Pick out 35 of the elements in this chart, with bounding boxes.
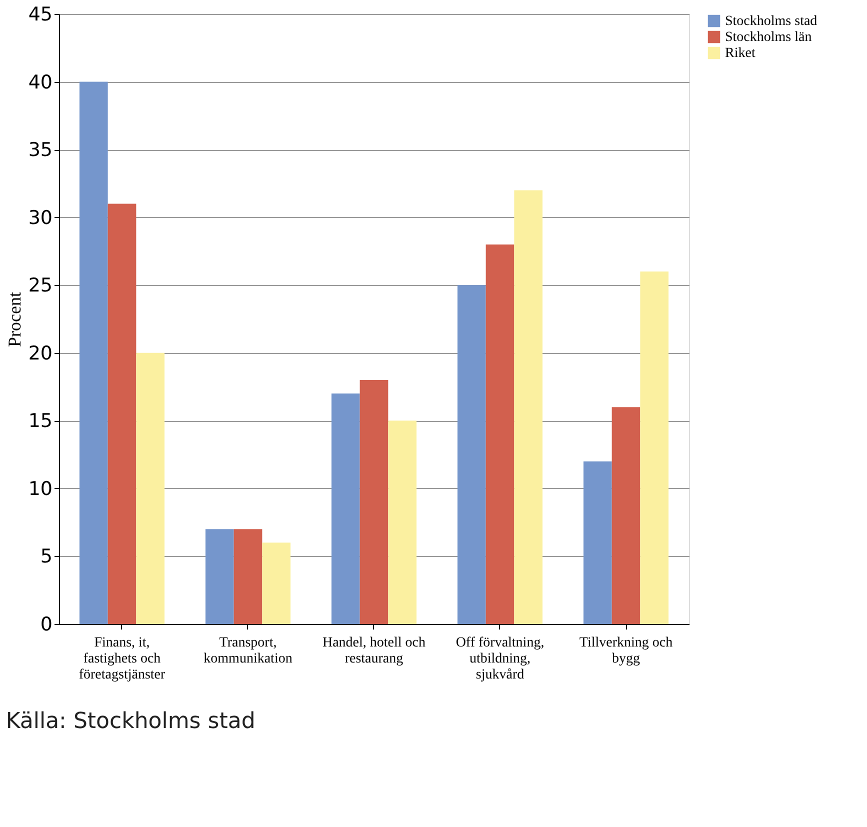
legend-label: Stockholms län bbox=[725, 30, 812, 45]
x-tick-label: Handel, hotell och restaurang bbox=[322, 636, 426, 666]
y-tick-label: 30 bbox=[28, 206, 52, 229]
y-tick-label: 5 bbox=[40, 546, 52, 568]
legend-label: Stockholms stad bbox=[725, 14, 818, 29]
bar bbox=[360, 380, 388, 624]
bar bbox=[486, 244, 514, 624]
y-tick-label: 0 bbox=[40, 614, 52, 636]
x-tick-label: Transport, kommunikation bbox=[204, 636, 292, 666]
bar bbox=[331, 394, 360, 624]
bar bbox=[583, 461, 612, 624]
y-tick-label: 10 bbox=[28, 478, 52, 500]
text: Källa: Stockholms stad bbox=[6, 709, 256, 734]
bar bbox=[640, 272, 669, 624]
bar bbox=[234, 529, 262, 624]
y-tick-label: 15 bbox=[28, 410, 52, 432]
y-tick-label: 35 bbox=[28, 139, 52, 162]
y-tick-label: 20 bbox=[28, 342, 52, 364]
bar bbox=[108, 204, 136, 624]
y-tick-label: 25 bbox=[28, 274, 52, 297]
y-tick-label: 40 bbox=[28, 71, 52, 94]
bar bbox=[79, 82, 108, 624]
x-tick-label: Tillverkning och bygg bbox=[579, 636, 673, 666]
bar bbox=[612, 407, 640, 624]
bar bbox=[205, 529, 234, 624]
y-axis-title: Procent bbox=[4, 292, 24, 347]
y-tick-label: 45 bbox=[28, 4, 52, 26]
x-tick-label: Finans, it, fastighets och företagstjänster bbox=[78, 636, 166, 682]
bar bbox=[136, 352, 165, 624]
bar bbox=[262, 542, 291, 624]
bar bbox=[514, 190, 543, 624]
bar bbox=[457, 285, 486, 624]
bar bbox=[388, 420, 417, 624]
x-tick-label: Off förvaltning, utbildning, sjukvård bbox=[456, 636, 544, 682]
legend-label: Riket bbox=[725, 46, 756, 61]
